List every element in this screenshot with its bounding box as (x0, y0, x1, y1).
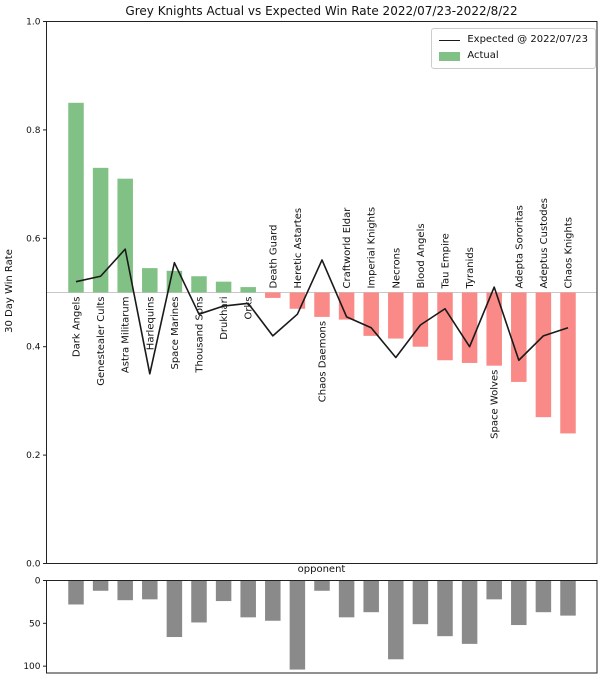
category-label-necrons: Necrons (391, 248, 402, 289)
category-label-space-marines: Space Marines (170, 297, 181, 370)
ytick-label-0.6: 0.6 (26, 234, 41, 244)
games-bar-genestealer-cults (92, 580, 109, 591)
games-bar-tau-empire (437, 580, 453, 637)
actual-bar-death-guard (265, 292, 281, 298)
games-bar-harlequins (142, 580, 158, 600)
games-bar-dark-angels (68, 580, 84, 605)
legend-swatch-bar (439, 51, 461, 61)
category-label-blood-angels: Blood Angels (416, 223, 427, 288)
games-bar-imperial-knights (363, 580, 379, 613)
actual-bar-orks (240, 287, 256, 293)
legend-label-expected: Expected @ 2022/07/23 (467, 34, 588, 45)
category-label-craftworld-eldar: Craftworld Eldar (342, 207, 353, 289)
games-bar-chaos-knights (560, 580, 576, 616)
actual-bar-tau-empire (437, 292, 453, 361)
category-label-death-guard: Death Guard (268, 225, 279, 289)
games-bar-thousand-sons (191, 580, 207, 623)
legend-swatch-line (439, 39, 461, 41)
actual-bar-genestealer-cults (92, 167, 109, 293)
category-label-genestealer-cults: Genestealer Cults (96, 297, 107, 386)
games-bar-blood-angels (412, 580, 429, 625)
actual-bar-imperial-knights (363, 292, 379, 336)
games-bar-space-marines (166, 580, 183, 638)
games-ytick-label-0: 0 (35, 577, 41, 587)
games-bar-chaos-daemons (314, 580, 330, 591)
actual-bar-chaos-knights (560, 292, 576, 434)
y-axis-label: 30 Day Win Rate (4, 249, 15, 333)
games-bar-drukhari (215, 580, 232, 602)
games-ytick-label-100: 100 (23, 662, 40, 672)
games-bar-death-guard (265, 580, 281, 621)
actual-bar-space-wolves (486, 292, 502, 366)
legend: Expected @ 2022/07/23 Actual (431, 28, 596, 69)
ytick-label-0.0: 0.0 (26, 560, 41, 570)
category-label-adeptus-custodes: Adeptus Custodes (539, 198, 550, 288)
category-label-heretic-astartes: Heretic Astartes (293, 208, 304, 289)
games-bar-craftworld-eldar (338, 580, 355, 618)
games-bar-necrons (388, 580, 404, 660)
actual-bar-adepta-sororitas (511, 292, 527, 382)
games-bar-astra-militarum (117, 580, 133, 601)
legend-entry-expected: Expected @ 2022/07/23 (439, 32, 588, 48)
games-bar-heretic-astartes (289, 580, 306, 670)
category-label-drukhari: Drukhari (219, 297, 230, 340)
category-label-thousand-sons: Thousand Sons (195, 297, 206, 374)
category-label-chaos-knights: Chaos Knights (564, 217, 575, 288)
actual-bar-dark-angels (68, 102, 84, 293)
actual-bar-drukhari (215, 281, 232, 293)
games-bar-adeptus-custodes (535, 580, 552, 613)
category-label-adepta-sororitas: Adepta Sororitas (514, 205, 525, 288)
actual-bar-blood-angels (412, 292, 429, 347)
category-label-tyranids: Tyranids (465, 247, 476, 289)
games-bar-space-wolves (486, 580, 502, 600)
games-axes-frame (46, 580, 598, 674)
actual-bar-craftworld-eldar (338, 292, 355, 320)
ytick-label-1.0: 1.0 (26, 18, 41, 28)
category-label-dark-angels: Dark Angels (72, 297, 83, 358)
category-label-harlequins: Harlequins (145, 297, 156, 351)
ytick-label-0.2: 0.2 (26, 451, 40, 461)
games-bar-adepta-sororitas (511, 580, 527, 626)
actual-bar-harlequins (142, 268, 158, 293)
category-label-orks: Orks (244, 297, 255, 320)
actual-bar-chaos-daemons (314, 292, 330, 317)
games-bar-orks (240, 580, 256, 618)
actual-bar-tyranids (461, 292, 478, 363)
actual-bar-space-marines (166, 270, 183, 293)
legend-label-actual: Actual (467, 50, 499, 61)
games-ytick-label-50: 50 (29, 619, 41, 629)
main-axes-frame (46, 21, 598, 564)
category-label-space-wolves: Space Wolves (490, 370, 501, 439)
category-label-chaos-daemons: Chaos Daemons (318, 321, 329, 402)
games-bar-tyranids (461, 580, 478, 644)
legend-entry-actual: Actual (439, 48, 588, 64)
ytick-label-0.8: 0.8 (26, 126, 41, 136)
expected-line (75, 248, 569, 375)
actual-bar-adeptus-custodes (535, 292, 552, 418)
category-label-imperial-knights: Imperial Knights (367, 207, 378, 289)
category-label-astra-militarum: Astra Militarum (121, 297, 132, 374)
chart-title: Grey Knights Actual vs Expected Win Rate… (125, 4, 518, 18)
category-label-tau-empire: Tau Empire (441, 233, 452, 289)
actual-bar-necrons (388, 292, 404, 339)
actual-bar-thousand-sons (191, 276, 207, 293)
x-axis-label: opponent (297, 564, 346, 575)
actual-bar-astra-militarum (117, 178, 133, 293)
ytick-label-0.4: 0.4 (26, 343, 41, 353)
